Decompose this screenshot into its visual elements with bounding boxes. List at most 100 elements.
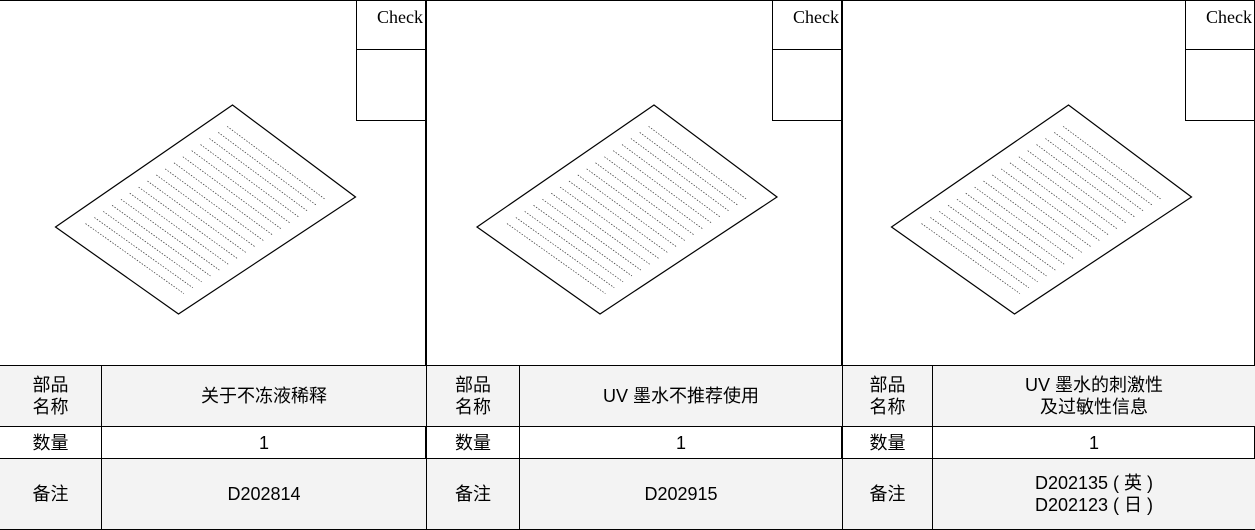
- row-value: UV 墨水的刺激性 及过敏性信息: [932, 365, 1255, 427]
- paper-line: [1036, 144, 1136, 218]
- paper-line: [586, 168, 686, 241]
- paper-line: [506, 223, 606, 294]
- paper-outline: [54, 104, 357, 315]
- paper-line: [156, 174, 255, 247]
- row-label: 数量: [842, 426, 933, 459]
- paper-line: [612, 150, 712, 224]
- cell-text: 名称: [869, 397, 906, 417]
- part-card: Check 部品 名称 关于不冻液稀释数量 1 备注 D202814: [0, 0, 427, 530]
- paper-line: [85, 223, 185, 294]
- paper-line: [218, 132, 317, 206]
- cell-text: 备注: [869, 484, 906, 504]
- sheet-illustration: [54, 104, 357, 315]
- row-label: 备注: [426, 458, 520, 530]
- cell-text: D202135 ( 英 ): [1034, 473, 1154, 493]
- cell-text: 部品: [455, 375, 491, 395]
- paper-line: [1054, 132, 1153, 206]
- paper-line: [992, 174, 1091, 247]
- paper-line: [965, 192, 1065, 265]
- paper-line: [200, 144, 300, 218]
- row-value: D202915: [519, 458, 843, 530]
- cell-text: 数量: [869, 432, 906, 453]
- row-label: 部品 名称: [842, 365, 933, 427]
- cell-text: UV 墨水不推荐使用: [602, 386, 759, 406]
- cell-text: 数量: [455, 432, 491, 453]
- paper-line: [947, 205, 1047, 277]
- paper-line: [559, 186, 659, 259]
- paper-line: [938, 211, 1038, 283]
- paper-line: [129, 192, 229, 265]
- row-value: 1: [932, 426, 1255, 459]
- paper-line: [1062, 126, 1162, 200]
- row-label: 部品 名称: [426, 365, 520, 427]
- row-label: 备注: [842, 458, 933, 530]
- paper-line: [94, 217, 193, 288]
- cell-text: UV 墨水的刺激性: [1024, 375, 1163, 395]
- paper-line: [191, 150, 291, 224]
- cell-text: 数量: [32, 432, 69, 453]
- paper-line: [1000, 168, 1100, 241]
- check-box: Check: [356, 0, 426, 121]
- paper-line: [147, 180, 247, 253]
- cell-text: D202814: [227, 484, 301, 504]
- paper-line: [630, 138, 730, 212]
- sheet-illustration: [475, 104, 779, 315]
- cell-text: 1: [258, 432, 269, 453]
- row-value: UV 墨水不推荐使用: [519, 365, 843, 427]
- paper-line: [1009, 162, 1109, 236]
- paper-line: [209, 138, 309, 212]
- cell-text: 1: [1088, 432, 1099, 453]
- paper-line: [173, 162, 273, 236]
- part-card: Check 部品 名称 UV 墨水不推荐使用数量 1 备注 D202915: [426, 0, 843, 530]
- cell-text: 名称: [32, 397, 69, 417]
- cell-text: 部品: [869, 375, 906, 395]
- paper-line: [542, 198, 642, 271]
- row-value: 1: [101, 426, 427, 459]
- paper-line: [1027, 150, 1127, 224]
- cell-text: D202123 ( 日 ): [1034, 495, 1154, 515]
- paper-line: [551, 192, 650, 265]
- cell-text: 部品: [32, 375, 69, 395]
- paper-line: [974, 186, 1074, 259]
- paper-line: [524, 211, 624, 283]
- paper-line: [1045, 138, 1145, 212]
- check-label: Check: [773, 0, 841, 50]
- paper-line: [639, 132, 739, 206]
- cell-text: 1: [675, 432, 686, 453]
- paper-line: [102, 211, 202, 283]
- cell-text: 及过敏性信息: [1040, 397, 1148, 417]
- paper-line: [983, 180, 1083, 253]
- paper-line: [515, 217, 615, 288]
- paper-line: [604, 156, 703, 230]
- cell-text: 备注: [455, 484, 491, 504]
- cell-text: 备注: [32, 484, 69, 504]
- paper-line: [577, 174, 677, 247]
- paper-line: [1018, 156, 1118, 230]
- paper-line: [226, 126, 326, 200]
- paper-line: [648, 126, 748, 200]
- cell-text: D202915: [644, 484, 718, 504]
- check-label: Check: [357, 0, 425, 50]
- paper-line: [956, 198, 1056, 271]
- paper-line: [138, 186, 238, 259]
- paper-line: [568, 180, 668, 253]
- paper-line: [120, 198, 220, 271]
- row-label: 数量: [0, 426, 102, 459]
- paper-outline: [475, 104, 779, 315]
- row-label: 备注: [0, 458, 102, 530]
- paper-line: [595, 162, 695, 236]
- paper-line: [921, 223, 1021, 294]
- cell-text: 关于不冻液稀释: [201, 386, 327, 406]
- paper-line: [164, 168, 264, 241]
- sheet-illustration: [890, 104, 1193, 315]
- row-value: D202135 ( 英 ) D202123 ( 日 ): [932, 458, 1255, 530]
- row-label: 数量: [426, 426, 520, 459]
- row-label: 部品 名称: [0, 365, 102, 427]
- row-value: 1: [519, 426, 843, 459]
- check-label: Check: [1186, 0, 1254, 50]
- part-card: Check 部品 名称 UV 墨水的刺激性 及过敏性信息 数量 1 备注 D202135 ( 英…: [842, 0, 1255, 530]
- paper-line: [182, 156, 282, 230]
- cell-text: 名称: [455, 397, 491, 417]
- row-value: D202814: [101, 458, 427, 530]
